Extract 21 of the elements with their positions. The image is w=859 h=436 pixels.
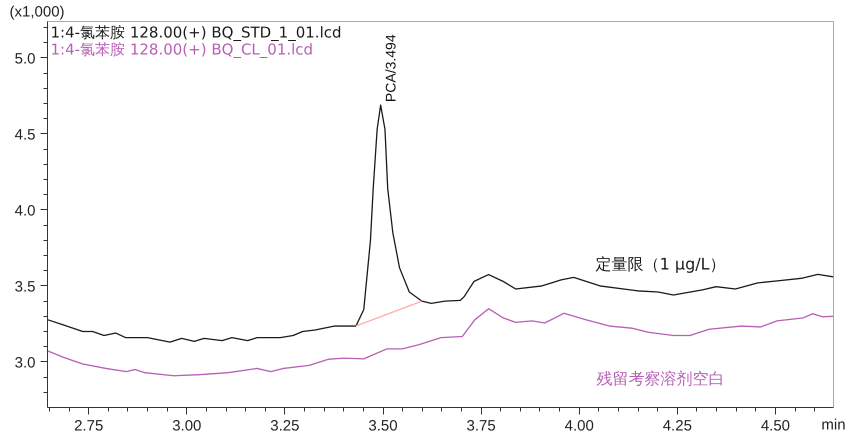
annotation: PCA/3.494 — [382, 34, 399, 102]
x-tick-label: 3.00 — [172, 418, 202, 434]
y-tick-label: 3.0 — [14, 354, 36, 372]
x-tick-label: 4.50 — [760, 418, 790, 434]
annotation: 定量限（1 μg/L） — [596, 254, 726, 274]
y-tick-label: 4.5 — [14, 126, 36, 144]
text: 1:4-氯苯胺 128.00(+) BQ_CL_01.lcd — [50, 40, 314, 58]
x-tick-label: 3.25 — [270, 418, 300, 434]
text: 1:4-氯苯胺 128.00(+) BQ_STD_1_01.lcd — [50, 24, 342, 42]
x-tick-label: 3.50 — [368, 418, 398, 434]
line-series — [48, 104, 834, 343]
x-tick-label: 4.25 — [662, 418, 692, 434]
x-tick-label: 4.00 — [564, 418, 594, 434]
x-tick-label: 3.75 — [466, 418, 496, 434]
annotation: 残留考察溶剂空白 — [596, 368, 725, 388]
y-axis-title: (x1,000) — [10, 4, 65, 20]
y-tick-label: 4.0 — [14, 202, 36, 220]
y-tick-label: 3.5 — [14, 278, 36, 296]
x-tick-label: 2.75 — [74, 418, 104, 434]
x-axis-title: min — [821, 416, 846, 434]
y-tick-label: 5.0 — [14, 50, 36, 68]
